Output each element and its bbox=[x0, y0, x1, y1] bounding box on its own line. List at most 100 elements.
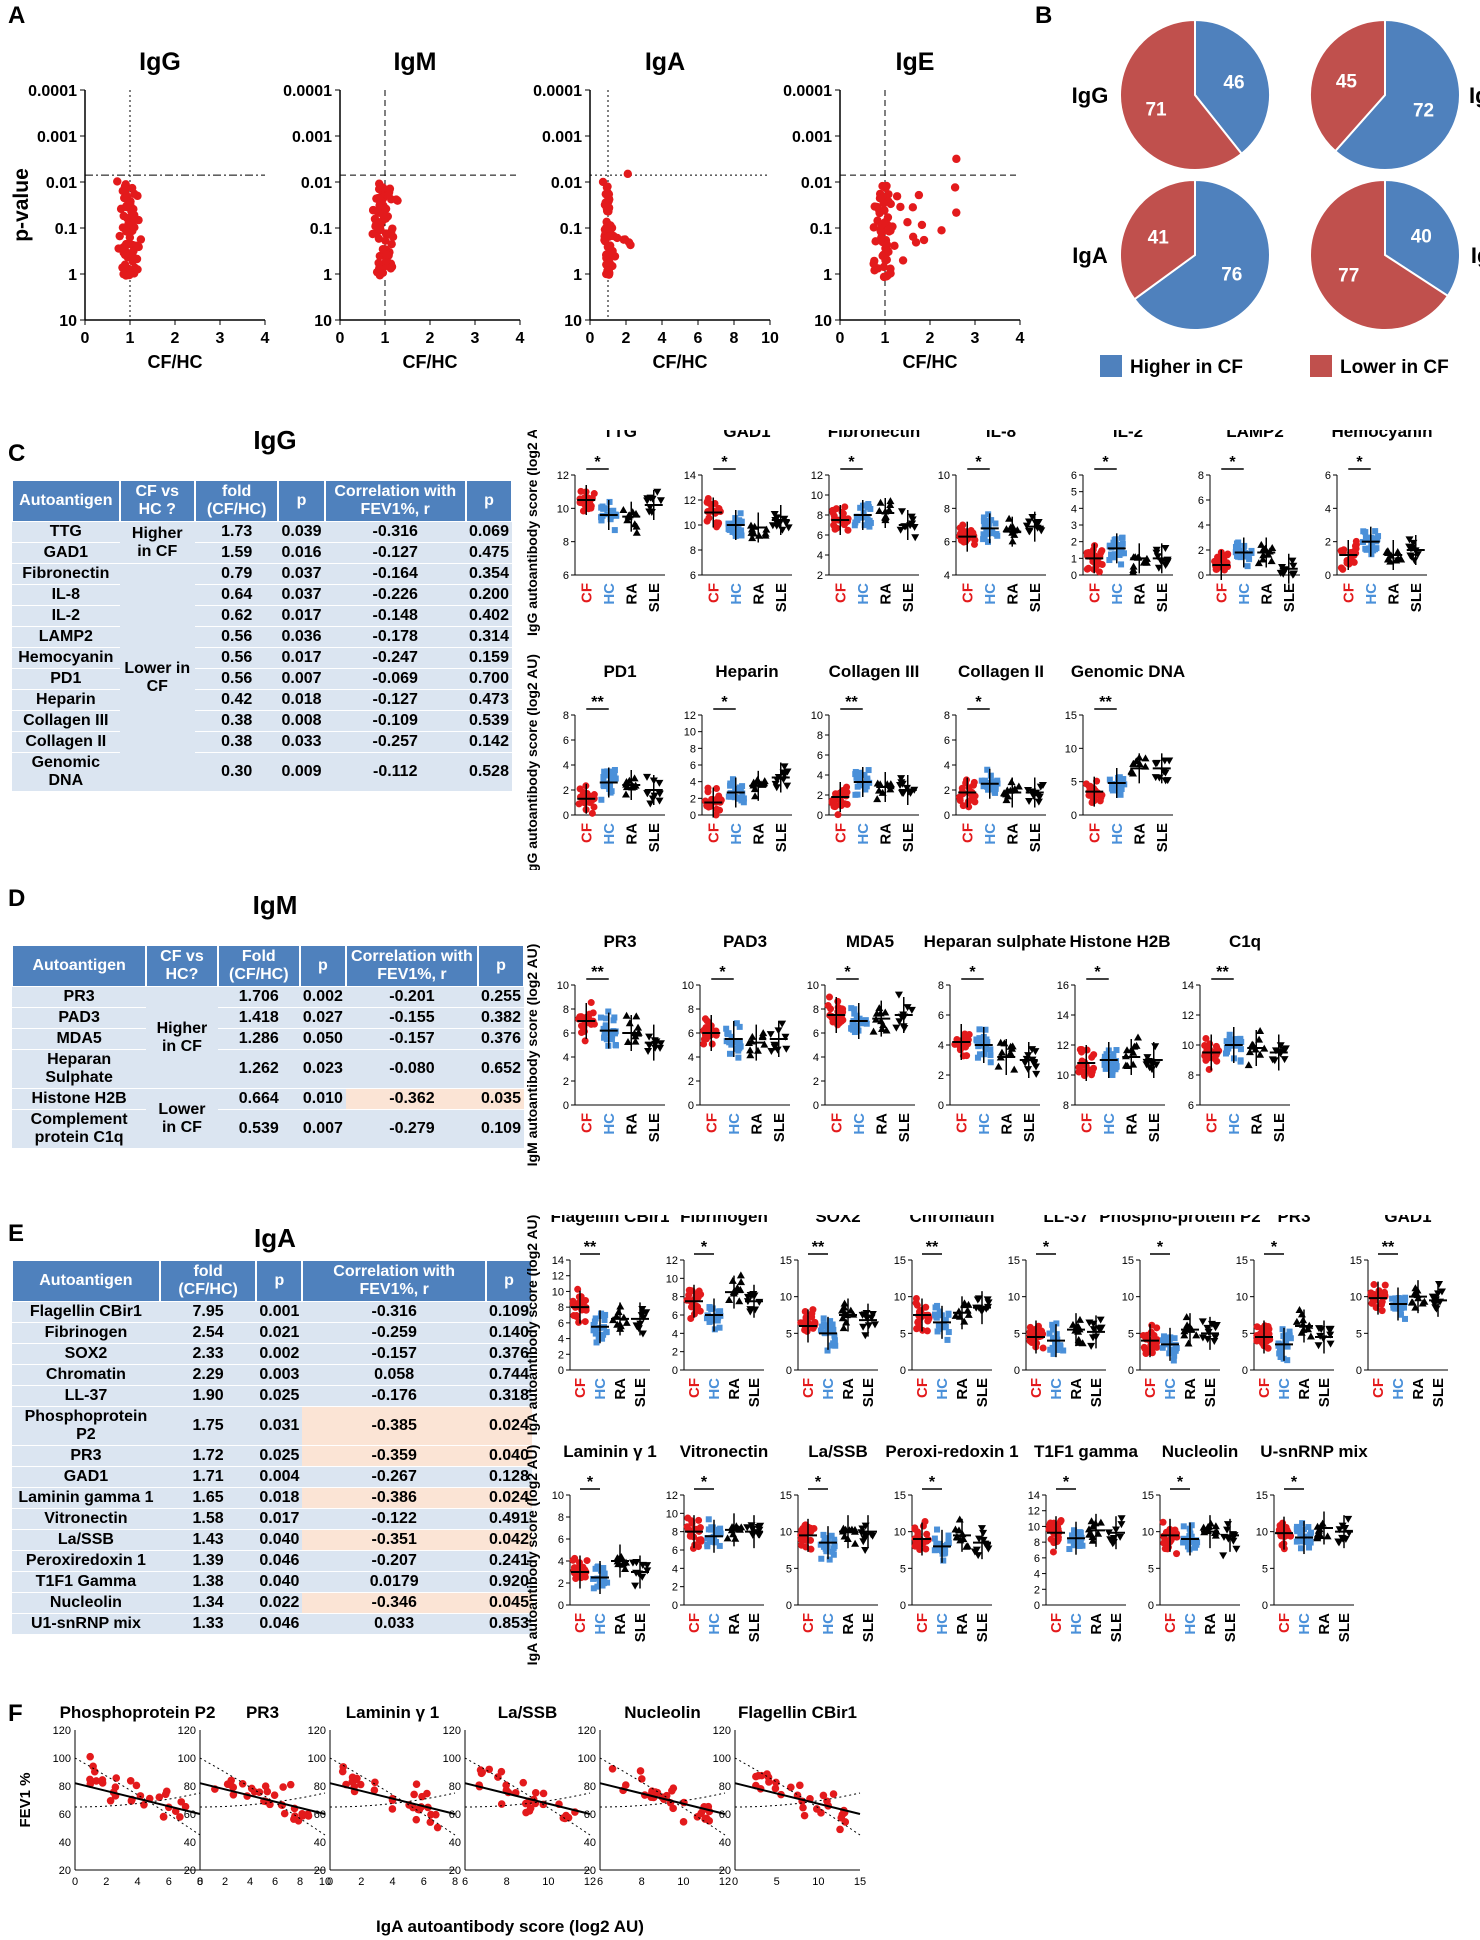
dot bbox=[1180, 1331, 1189, 1339]
dot bbox=[1122, 1052, 1131, 1060]
data-point bbox=[882, 240, 892, 249]
y-tick-label: 5 bbox=[1262, 1563, 1268, 1575]
dot bbox=[1302, 1538, 1309, 1545]
y-tick-label: 0 bbox=[786, 1600, 792, 1612]
dot bbox=[959, 802, 967, 810]
y-tick-label: 100 bbox=[713, 1753, 731, 1765]
data-point bbox=[626, 240, 635, 250]
data-point bbox=[279, 1783, 287, 1791]
table-row: Genomic DNA 0.30 0.009 -0.112 0.528 bbox=[12, 753, 512, 792]
y-tick-label: 0 bbox=[813, 1100, 819, 1112]
dot bbox=[838, 1314, 847, 1322]
pie-value-higher: 40 bbox=[1411, 226, 1432, 247]
table-cell: 0.56 bbox=[194, 648, 279, 669]
y-tick-label: 5 bbox=[1242, 1328, 1248, 1340]
dot bbox=[830, 521, 838, 529]
dot bbox=[859, 1323, 868, 1331]
ci-upper bbox=[599, 1757, 726, 1836]
dot bbox=[1223, 551, 1231, 559]
dot bbox=[976, 1026, 983, 1033]
dot bbox=[956, 796, 964, 804]
dot bbox=[1163, 559, 1172, 567]
dot bbox=[1410, 557, 1419, 565]
dotplot-title: PR3 bbox=[1277, 1215, 1310, 1226]
dot bbox=[1047, 1346, 1054, 1353]
table-cell: 0.009 bbox=[278, 753, 325, 792]
dot bbox=[945, 1540, 952, 1547]
y-tick-label: 10 bbox=[894, 1527, 906, 1539]
dot bbox=[876, 780, 885, 788]
dot bbox=[575, 1299, 583, 1307]
dot bbox=[583, 1557, 591, 1565]
pie-slice-higher bbox=[1333, 18, 1461, 171]
data-point bbox=[679, 1818, 688, 1826]
table-cell: 0.045 bbox=[485, 1593, 532, 1614]
dot bbox=[840, 1532, 849, 1540]
ci-upper bbox=[74, 1757, 201, 1836]
header-row: Autoantigen fold (CF/HC) p Correlation with… bbox=[12, 1260, 532, 1302]
dot bbox=[980, 514, 987, 521]
volcano-title: IgE bbox=[896, 48, 935, 76]
dot bbox=[1139, 558, 1148, 566]
group-label: RA bbox=[1131, 823, 1148, 845]
y-tick-label: 2 bbox=[817, 570, 823, 582]
group-label: HC bbox=[1390, 1378, 1407, 1400]
dot bbox=[1284, 1357, 1291, 1364]
dot bbox=[1159, 1518, 1167, 1526]
dot bbox=[951, 1311, 960, 1319]
dot bbox=[1372, 528, 1379, 535]
dot bbox=[1381, 1281, 1389, 1289]
y-tick-label: 10 bbox=[811, 490, 823, 502]
y-tick-label: 0.01 bbox=[46, 175, 77, 192]
dot bbox=[645, 1041, 654, 1049]
dot bbox=[1223, 1526, 1232, 1534]
legend-label-higher: Higher in CF bbox=[1130, 357, 1243, 378]
dot bbox=[736, 1271, 745, 1279]
table-row: Flagellin CBir1 7.95 0.001 -0.316 0.109 bbox=[12, 1302, 532, 1323]
dot bbox=[590, 1575, 597, 1582]
table-cell: 0.017 bbox=[256, 1509, 303, 1530]
dot bbox=[1277, 1354, 1284, 1361]
dot bbox=[944, 1336, 951, 1343]
dot bbox=[1034, 792, 1043, 800]
table-cell: 0.539 bbox=[217, 1110, 300, 1149]
dot bbox=[1326, 1340, 1335, 1348]
dot bbox=[1113, 1047, 1120, 1054]
table-cell: 0.30 bbox=[194, 753, 279, 792]
group-label: RA bbox=[1131, 583, 1148, 605]
dot bbox=[1210, 1338, 1219, 1346]
data-point bbox=[623, 169, 632, 179]
dot bbox=[983, 1296, 992, 1304]
y-tick-label: 8 bbox=[817, 730, 823, 742]
table-cell: 0.700 bbox=[465, 669, 512, 690]
table-cell: 2.54 bbox=[159, 1323, 257, 1344]
data-point bbox=[819, 1791, 828, 1800]
corr-title: PR3 bbox=[246, 1703, 279, 1722]
panel-label-c: C bbox=[8, 440, 26, 467]
group-label: SLE bbox=[1202, 1378, 1219, 1407]
y-tick-label: 5 bbox=[786, 1328, 792, 1340]
table-cell: -0.259 bbox=[302, 1323, 486, 1344]
dot bbox=[1085, 783, 1093, 791]
dot bbox=[1079, 1542, 1086, 1549]
dot bbox=[1282, 1338, 1289, 1345]
data-point bbox=[426, 1818, 435, 1826]
dot bbox=[683, 1523, 691, 1531]
data-point bbox=[917, 220, 927, 230]
dot bbox=[602, 1311, 609, 1318]
table-cell: Heparan Sulphate bbox=[12, 1050, 147, 1089]
dot bbox=[1277, 1346, 1284, 1353]
dot bbox=[712, 811, 720, 819]
dot bbox=[612, 775, 619, 782]
dot bbox=[973, 1036, 980, 1043]
group-label: RA bbox=[1123, 1113, 1140, 1135]
y-tick-label: 15 bbox=[1256, 1490, 1268, 1502]
x-tick-label: 0 bbox=[732, 1876, 738, 1888]
pie-slice-lower bbox=[1119, 178, 1196, 301]
y-tick-label: 0 bbox=[690, 810, 696, 822]
data-point bbox=[381, 236, 390, 245]
